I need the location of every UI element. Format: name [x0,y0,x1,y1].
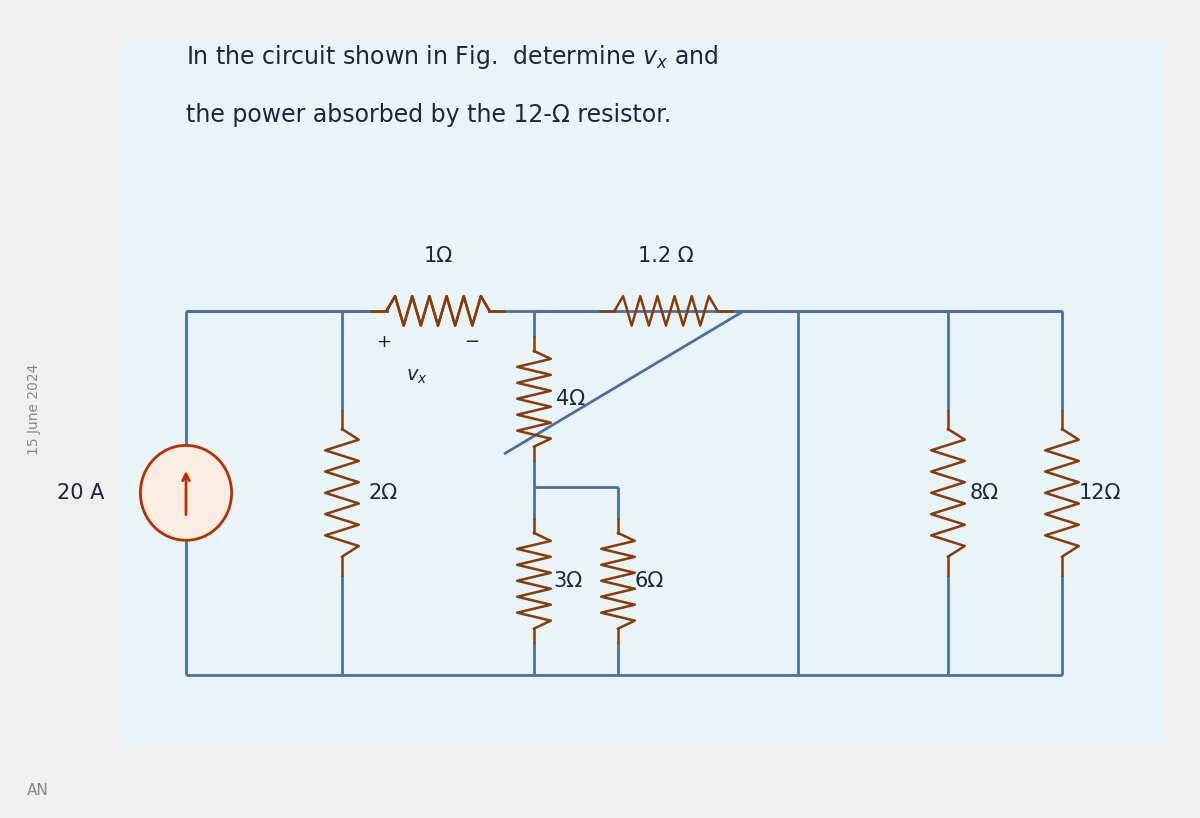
Text: 4Ω: 4Ω [556,389,584,409]
Text: In the circuit shown in Fig.  determine $v_x$ and: In the circuit shown in Fig. determine $… [186,43,719,71]
Text: the power absorbed by the 12-Ω resistor.: the power absorbed by the 12-Ω resistor. [186,102,671,127]
Text: +: + [377,333,391,351]
Text: 15 June 2024: 15 June 2024 [26,363,41,455]
Text: 1.2 Ω: 1.2 Ω [638,246,694,266]
Text: AN: AN [26,783,48,798]
Text: 3Ω: 3Ω [553,571,582,591]
Ellipse shape [140,445,232,541]
Text: 6Ω: 6Ω [635,571,664,591]
Text: 8Ω: 8Ω [970,483,998,503]
Text: 20 A: 20 A [58,483,104,503]
FancyBboxPatch shape [120,41,1164,744]
Text: 1Ω: 1Ω [424,246,452,266]
Text: $v_x$: $v_x$ [406,366,427,386]
Text: 2Ω: 2Ω [368,483,397,503]
Text: −: − [464,333,479,351]
Text: 12Ω: 12Ω [1079,483,1121,503]
